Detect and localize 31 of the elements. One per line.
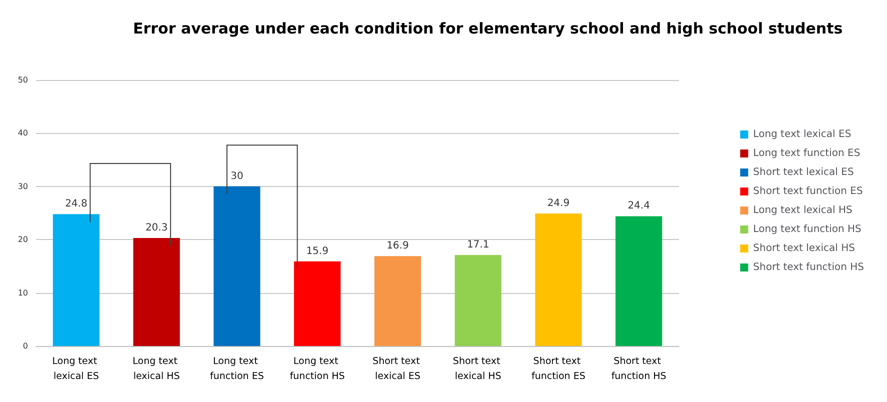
x-tick-label: Short text lexical ES (372, 356, 423, 382)
legend-label: Short text function HS (753, 262, 864, 273)
x-tick-label: Long text lexical HS (132, 356, 180, 382)
x-tick-label: Long text function HS (290, 356, 345, 382)
data-label: 24.8 (65, 198, 88, 210)
x-tick-label: Short text function ES (532, 356, 586, 382)
y-tick-label: 30 (18, 182, 28, 191)
y-tick-label: 20 (18, 235, 28, 244)
data-label: 24.9 (547, 198, 570, 210)
x-tick-label: Short text function HS (611, 356, 666, 382)
x-tick-label: Long text lexical ES (52, 356, 100, 382)
y-tick-label: 40 (18, 128, 28, 138)
data-label: 24.4 (628, 200, 650, 212)
x-tick-label: Long text function ES (210, 356, 264, 382)
chart-title: Error average under each condition for elementary school and high school students (133, 20, 843, 38)
legend-label: Short text lexical ES (753, 167, 854, 178)
legend-label: Short text lexical HS (753, 243, 856, 254)
data-label: 20.3 (145, 222, 168, 234)
y-tick-label: 0 (22, 342, 28, 350)
y-tick-label: 10 (18, 288, 28, 298)
x-tick-label: Short text lexical HS (452, 356, 504, 382)
legend-label: Long text function ES (753, 148, 860, 159)
legend-label: Long text lexical ES (753, 129, 852, 140)
legend-label: Long text lexical HS (753, 205, 852, 216)
data-label: 17.1 (466, 240, 490, 251)
legend-label: Short text function ES (753, 186, 863, 197)
data-label: 16.9 (386, 240, 409, 252)
data-label: 30 (230, 170, 244, 182)
data-label: 15.9 (306, 246, 328, 257)
y-tick-label: 50 (18, 76, 28, 84)
legend-label: Long text function HS (753, 224, 862, 235)
